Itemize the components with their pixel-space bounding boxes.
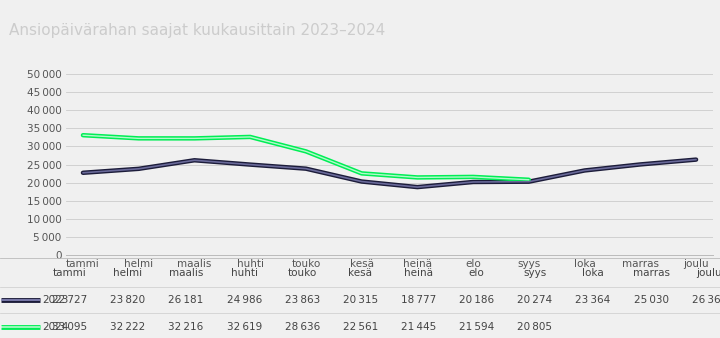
Text: joulu: joulu [696,268,720,279]
Text: 32 216: 32 216 [168,322,204,332]
Text: heinä: heinä [404,268,433,279]
Text: 20 274: 20 274 [517,295,552,305]
Text: 22 561: 22 561 [343,322,378,332]
Text: 23 863: 23 863 [284,295,320,305]
Text: 21 594: 21 594 [459,322,495,332]
Text: 22 727: 22 727 [53,295,87,305]
Text: helmi: helmi [114,268,143,279]
Text: 33 095: 33 095 [53,322,87,332]
Text: elo: elo [469,268,485,279]
Text: 20 315: 20 315 [343,295,378,305]
Text: 32 619: 32 619 [227,322,262,332]
Text: 23 820: 23 820 [110,295,145,305]
Text: tammi: tammi [53,268,86,279]
Text: syys: syys [523,268,546,279]
Text: loka: loka [582,268,604,279]
Text: kesä: kesä [348,268,372,279]
Text: maalis: maalis [169,268,203,279]
Text: 2024: 2024 [42,322,69,332]
Text: Ansiopäivärahan saajat kuukausittain 2023–2024: Ansiopäivärahan saajat kuukausittain 202… [9,23,385,38]
Text: 20 805: 20 805 [518,322,552,332]
Text: 25 030: 25 030 [634,295,669,305]
Text: 26 362: 26 362 [692,295,720,305]
Text: 21 445: 21 445 [401,322,436,332]
Text: huhti: huhti [230,268,258,279]
Text: 18 777: 18 777 [401,295,436,305]
Text: 23 364: 23 364 [575,295,611,305]
Text: touko: touko [288,268,317,279]
Text: 28 636: 28 636 [284,322,320,332]
Text: 24 986: 24 986 [227,295,262,305]
Text: 26 181: 26 181 [168,295,204,305]
Text: 20 186: 20 186 [459,295,494,305]
Text: 32 222: 32 222 [110,322,145,332]
Text: 2023: 2023 [42,295,69,305]
Text: marras: marras [633,268,670,279]
